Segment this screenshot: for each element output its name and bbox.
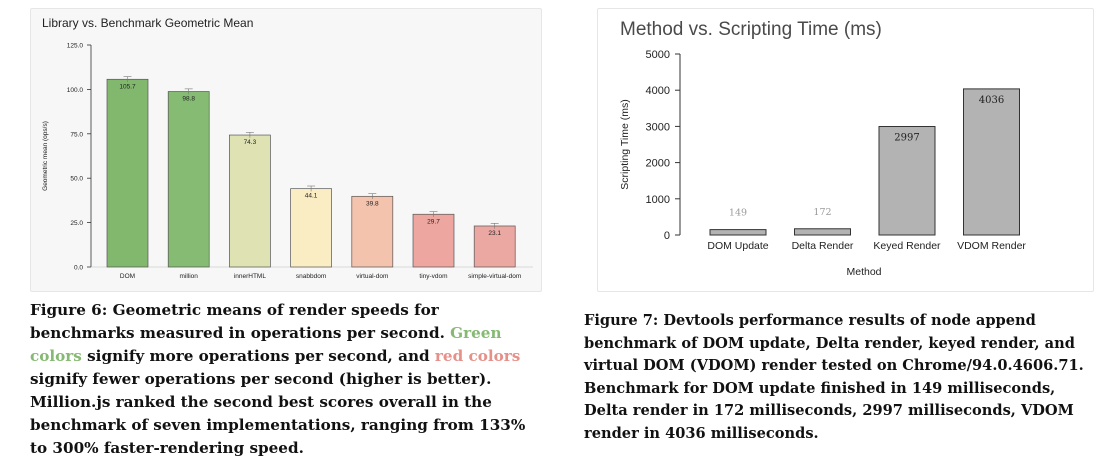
figure6-caption-label: Figure 6: <box>30 301 108 319</box>
figure6-y-tick-label: 25.0 <box>70 220 83 227</box>
figure6-value-label: 74.3 <box>244 139 257 146</box>
figure6-bar <box>351 195 394 268</box>
figure7-value-label: 172 <box>813 207 831 218</box>
figure6-bar <box>106 78 149 268</box>
figure6-value-label: 44.1 <box>305 193 318 200</box>
figure6-caption-text-3: signify fewer operations per second (hig… <box>30 370 526 457</box>
figure7-y-tick-label: 5000 <box>646 49 670 61</box>
figure6-bar <box>473 225 516 268</box>
figure6-value-label: 105.7 <box>119 83 136 90</box>
figure7-value-label: 149 <box>729 208 747 219</box>
figure7-x-tick-label: VDOM Render <box>957 240 1026 252</box>
figure6-value-label: 98.8 <box>182 96 195 103</box>
figure7-value-label: 2997 <box>894 133 919 144</box>
figure6-bar <box>290 188 332 268</box>
figure6-y-tick-label: 125.0 <box>67 43 84 50</box>
figure7-y-tick-label: 3000 <box>646 121 670 133</box>
figure6-caption-text-1: Geometric means of render speeds for ben… <box>30 301 451 342</box>
figure6-chart-svg: 0.0 25.0 50.0 75.0 100.0 125.0 Geometric mean … <box>42 43 533 280</box>
figure7-x-axis-label: Method <box>846 266 881 278</box>
figure6-x-tick-label: virtual-dom <box>356 273 388 280</box>
figure6-value-label: 23.1 <box>488 230 501 237</box>
figure6-x-tick-label: DOM <box>120 273 135 280</box>
figure6-x-tick-label: tiny-vdom <box>419 273 447 280</box>
figure6-y-tick-label: 100.0 <box>67 87 84 94</box>
figure6-bar <box>229 134 271 268</box>
figure6-chart-title: Library vs. Benchmark Geometric Mean <box>42 16 254 30</box>
figure6-bar <box>167 91 210 268</box>
figure6-y-axis-label: Geometric mean (ops/s) <box>42 121 49 191</box>
figure6-x-tick-label: snabbdom <box>296 273 326 280</box>
figure7-chart-title: Method vs. Scripting Time (ms) <box>620 19 882 40</box>
figure6-chart-panel: Library vs. Benchmark Geometric Mean 0.0… <box>30 8 542 292</box>
figure6-caption-red-text: red colors <box>434 347 521 365</box>
figure7-y-tick-label: 1000 <box>646 194 670 206</box>
figure7-bar <box>878 126 936 236</box>
figure6-caption-green-text: Green colors <box>30 324 502 365</box>
figure6-value-label: 29.7 <box>427 218 440 225</box>
figure7-y-tick-label: 0 <box>664 230 670 242</box>
figure7-caption: Figure 7: Devtools performance results o… <box>584 312 1084 442</box>
figure6-caption-text-2: signify more operations per second, and <box>81 347 435 365</box>
figure6-x-tick-label: innerHTML <box>234 273 267 280</box>
figure6-y-tick-label: 50.0 <box>70 176 83 183</box>
figure7-y-axis-label: Scripting Time (ms) <box>619 99 631 189</box>
figure6-x-tick-label: million <box>179 273 198 280</box>
figure7-bar <box>709 229 767 236</box>
figure7-x-tick-label: Delta Render <box>792 240 854 252</box>
figure7-y-tick-label: 2000 <box>646 158 670 170</box>
figure7-chart-panel: Method vs. Scripting Time (ms) 0 1000 2000… <box>597 8 1094 292</box>
figure6-y-tick-label: 75.0 <box>70 131 83 138</box>
figure7-bar <box>963 88 1020 236</box>
figure6-x-tick-label: simple-virtual-dom <box>468 273 521 280</box>
figure7-chart-svg: 0 1000 2000 3000 4000 5000 Scripting Time (ms)… <box>619 49 1026 278</box>
figure6-y-tick-label: 0.0 <box>74 265 83 272</box>
figure7-x-tick-label: DOM Update <box>707 240 768 252</box>
figure7-bar <box>794 228 851 236</box>
figure6-value-label: 39.8 <box>366 200 379 207</box>
figure7-value-label: 4036 <box>979 95 1004 106</box>
figure6-caption: Figure 6: Geometric means of render spee… <box>30 299 542 460</box>
figure6-bar <box>412 213 455 268</box>
figure7-x-tick-label: Keyed Render <box>873 240 941 252</box>
figure7-y-tick-label: 4000 <box>646 85 670 97</box>
